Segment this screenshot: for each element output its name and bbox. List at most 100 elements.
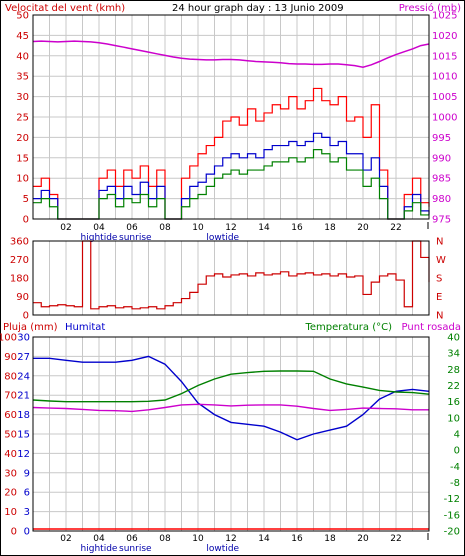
x-tick-label: 04 [93,534,105,544]
rain-y-tick-label: 18 [17,410,30,421]
temperature-y-tick-label: 16 [447,397,460,408]
wind-y-tick-label: 40 [16,51,29,62]
pressure-y-tick-label: 1010 [432,72,457,83]
pressure-y-tick-label: 980 [432,194,451,205]
direction-y-tick-label: 360 [10,237,29,248]
top-panel-series [32,40,430,220]
humidity-series [33,355,430,441]
temperature-series [32,370,430,403]
x-tick-label: 22 [390,223,401,233]
dew-point-axis-title: Punt rosada [402,322,461,333]
wind-low-series [33,149,429,220]
x-event-marker-label: hightide [81,544,118,554]
humidity-y-tick-label: 50 [4,430,17,441]
wind-y-tick-label: 45 [16,31,29,42]
temperature-y-tick-label: 22 [447,381,460,392]
rain-y-tick-label: 3 [24,507,30,518]
pressure-y-tick-label: 1020 [432,31,457,42]
pressure-y-tick-label: 985 [432,174,451,185]
temperature-y-tick-label: 28 [447,365,460,376]
x-tick-label: 14 [258,223,270,233]
x-event-marker-label: sunrise [119,544,152,554]
top-panel-frame [32,14,430,220]
rain-y-tick-label: 30 [17,333,30,344]
x-tick-label: 18 [324,223,336,233]
x-tick-label: 06 [126,223,138,233]
bottom-panel-axes: 0102030405060708090100036912151821242730… [0,333,460,538]
temperature-y-tick-label: 34 [447,349,460,360]
temperature-y-tick-label: -12 [444,494,460,505]
rain-y-tick-label: 24 [17,371,30,382]
humidity-axis-title: Humitat [65,322,105,333]
x-tick-label: 02 [60,534,71,544]
wind-y-tick-label: 15 [16,153,29,164]
direction-y-tick-label: 0 [23,311,29,322]
humidity-y-tick-label: 0 [11,527,17,538]
x-tick-label: 22 [390,534,401,544]
x-tick-label: 20 [357,534,369,544]
rain-y-tick-label: 6 [24,488,30,499]
temperature-y-tick-label: 40 [447,333,460,344]
wind-axis-title: Velocitat del vent (kmh) [5,3,125,14]
bottom-panel-grid [33,336,429,532]
top-panel-x-labels: 02 04 06 08 10 12 14 16 18 20 22 hightide sunrise low… [60,222,429,243]
x-tick-label: 10 [192,534,204,544]
x-tick-label: 16 [291,223,303,233]
humidity-y-tick-label: 80 [4,371,17,382]
temperature-y-tick-label: -4 [450,462,460,473]
pressure-y-tick-label: 990 [432,153,451,164]
direction-y-tick-label: 180 [10,274,29,285]
wind-y-tick-label: 25 [16,113,29,124]
bottom-panel-series [32,355,430,530]
bottom-panel-x-labels: 02 04 06 08 10 12 14 16 18 20 22 hightide sunrise low… [60,533,429,554]
x-tick-label: 06 [126,534,138,544]
x-event-marker-label: sunrise [119,233,152,243]
direction-y-tick-label: 90 [16,292,29,303]
x-tick-label: 14 [258,534,270,544]
wind-y-tick-label: 0 [23,215,29,226]
pressure-y-tick-label: 1015 [432,51,457,62]
direction-panel-frame [32,240,430,316]
pressure-y-tick-label: 1000 [432,113,457,124]
wind-y-tick-label: 30 [16,92,29,103]
x-tick-label: 12 [225,534,236,544]
x-tick-label: 08 [159,223,171,233]
temperature-y-tick-label: 4 [454,430,460,441]
compass-y-tick-label: N [436,311,443,322]
temperature-y-tick-label: 0 [454,446,460,457]
wind-average-series [33,132,430,220]
compass-y-tick-label: W [436,255,446,266]
pressure-y-tick-label: 1025 [432,11,457,22]
x-event-marker-label: lowtide [206,233,239,243]
rain-y-tick-label: 0 [24,527,30,538]
wind-y-tick-label: 10 [16,174,29,185]
x-tick-label: 12 [225,223,236,233]
humidity-y-tick-label: 20 [4,488,17,499]
rain-y-tick-label: 12 [17,449,30,460]
x-event-marker-label: lowtide [206,544,239,554]
wind-y-tick-label: 5 [23,194,29,205]
pressure-series [32,40,430,68]
rain-y-tick-label: 9 [24,468,30,479]
rain-y-tick-label: 21 [17,391,30,402]
direction-panel-series [33,240,430,310]
compass-y-tick-label: S [436,274,442,285]
x-tick-label: 16 [291,534,303,544]
compass-y-tick-label: N [436,237,443,248]
bottom-panel-frame [32,336,430,532]
humidity-y-tick-label: 60 [4,410,17,421]
humidity-y-tick-label: 30 [4,468,17,479]
temperature-y-tick-label: -20 [444,527,460,538]
temperature-y-tick-label: 10 [447,413,460,424]
temperature-y-tick-label: -8 [450,478,460,489]
wind-y-tick-label: 35 [16,72,29,83]
pressure-y-tick-label: 975 [432,215,451,226]
dew-point-series [32,403,429,413]
wind-gust-series [33,87,430,220]
x-tick-label: 20 [357,223,369,233]
pressure-axis-title: Pressió (mb) [399,2,461,14]
